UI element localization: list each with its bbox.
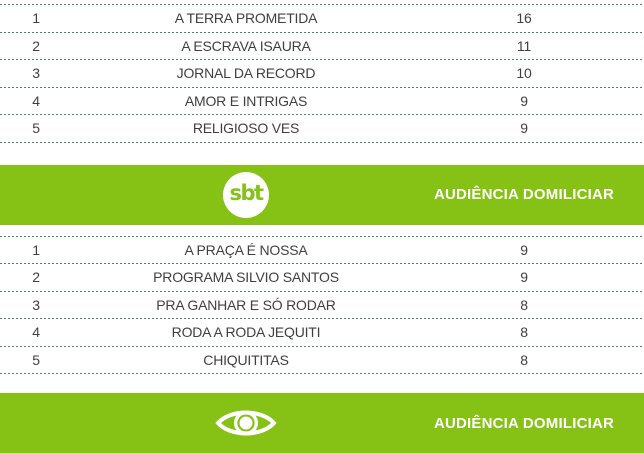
row-divider: [0, 373, 644, 374]
row-divider: [0, 263, 644, 264]
band-eye-logo: [72, 405, 420, 441]
row-divider: [0, 318, 644, 319]
rating-value-cell: 9: [520, 120, 528, 137]
row-divider: [0, 4, 644, 5]
rating-value-cell: 10: [516, 65, 532, 82]
row-divider: [0, 235, 644, 237]
program-title-cell: PRA GANHAR E SÓ RODAR: [156, 296, 336, 313]
rank-cell: 1: [32, 241, 40, 258]
row-divider: [0, 345, 644, 347]
program-title-cell: RODA A RODA JEQUITI: [171, 324, 321, 341]
rank-cell: 3: [32, 296, 40, 313]
table-row: 5 RELIGIOSO VES 9: [0, 115, 644, 142]
table-row: 2 PROGRAMA SILVIO SANTOS 9: [0, 264, 644, 291]
table-row: 4 AMOR E INTRIGAS 9: [0, 88, 644, 115]
band-header-band: AUDIÊNCIA DOMILICIAR: [0, 393, 644, 453]
rating-value-cell: 8: [520, 296, 528, 313]
sbt-logo: sbt: [72, 171, 420, 218]
sbt-logo-circle: sbt: [223, 171, 269, 218]
sbt-header-band: sbt AUDIÊNCIA DOMILICIAR: [0, 164, 644, 225]
program-title-cell: AMOR E INTRIGAS: [184, 92, 308, 109]
program-title-cell: A TERRA PROMETIDA: [174, 10, 318, 27]
section-spacer: [0, 225, 644, 236]
section-spacer: [0, 143, 644, 165]
rating-value-cell: 8: [520, 324, 528, 341]
table-row: 2 A ESCRAVA ISAURA 11: [0, 33, 644, 60]
record-ratings-table: 1 A TERRA PROMETIDA 16 2 A ESCRAVA ISAUR…: [0, 4, 644, 143]
table-row: 5 CHIQUITITAS 8: [0, 347, 644, 374]
row-divider: [0, 114, 644, 115]
rank-cell: 4: [32, 324, 40, 341]
row-divider: [0, 86, 644, 88]
section-spacer: [0, 374, 644, 393]
program-title-cell: JORNAL DA RECORD: [176, 65, 316, 82]
program-title-cell: CHIQUITITAS: [203, 351, 289, 368]
band-header-label: AUDIÊNCIA DOMILICIAR: [433, 414, 615, 432]
rating-value-cell: 9: [520, 92, 528, 109]
rank-cell: 2: [32, 37, 40, 54]
rating-value-cell: 16: [516, 10, 532, 27]
rank-cell: 4: [32, 92, 40, 109]
program-title-cell: A PRAÇA É NOSSA: [184, 241, 308, 258]
row-divider: [0, 59, 644, 60]
row-divider: [0, 31, 644, 33]
sbt-header-label: AUDIÊNCIA DOMILICIAR: [433, 186, 615, 203]
table-row: 4 RODA A RODA JEQUITI 8: [0, 319, 644, 346]
program-title-cell: RELIGIOSO VES: [192, 120, 300, 137]
program-title-cell: A ESCRAVA ISAURA: [181, 37, 311, 54]
rank-cell: 1: [32, 10, 40, 27]
row-divider: [0, 141, 644, 143]
table-row: 1 A TERRA PROMETIDA 16: [0, 5, 644, 32]
program-title-cell: PROGRAMA SILVIO SANTOS: [153, 269, 339, 286]
rating-value-cell: 8: [520, 351, 528, 368]
table-row: 3 JORNAL DA RECORD 10: [0, 60, 644, 87]
row-divider: [0, 290, 644, 292]
rating-value-cell: 9: [520, 241, 528, 258]
rank-cell: 3: [32, 65, 40, 82]
sbt-ratings-table: 1 A PRAÇA É NOSSA 9 2 PROGRAMA SILVIO SA…: [0, 235, 644, 374]
rank-cell: 5: [32, 120, 40, 137]
table-row: 1 A PRAÇA É NOSSA 9: [0, 237, 644, 264]
sbt-logo-text: sbt: [229, 181, 264, 205]
rank-cell: 5: [32, 351, 40, 368]
table-row: 3 PRA GANHAR E SÓ RODAR 8: [0, 292, 644, 319]
rank-cell: 2: [32, 269, 40, 286]
band-eye-icon: [215, 410, 277, 436]
rating-value-cell: 9: [520, 269, 528, 286]
rating-value-cell: 11: [516, 37, 532, 54]
